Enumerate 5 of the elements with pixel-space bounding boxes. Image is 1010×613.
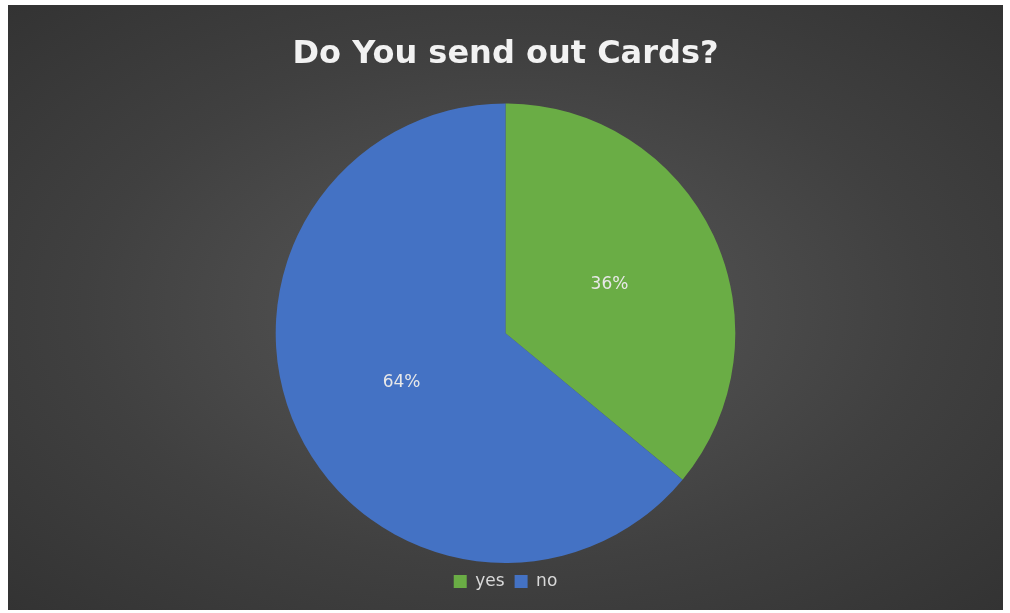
data-label: 64% [382,370,421,391]
chart-title: Do You send out Cards? [292,32,719,71]
legend-label: yes [475,569,505,590]
data-label: 36% [590,272,629,293]
legend-label: no [536,569,558,590]
